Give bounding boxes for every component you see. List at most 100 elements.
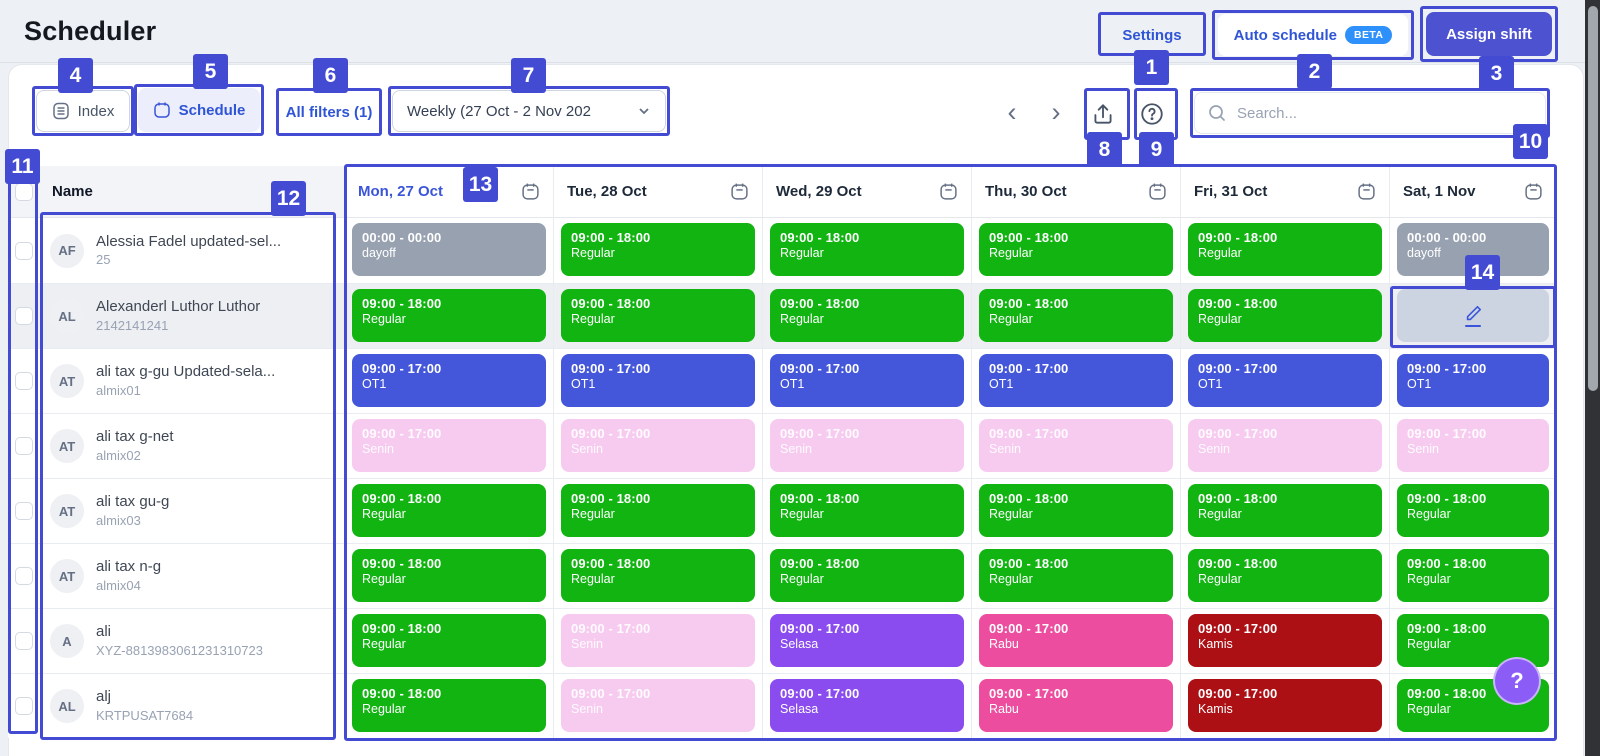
shift-pill[interactable]: 09:00 - 17:00 Kamis [1188,679,1382,732]
shift-pill[interactable]: 09:00 - 17:00 Senin [770,419,964,472]
edit-shift-pill[interactable] [1397,289,1549,342]
shift-pill[interactable]: 09:00 - 18:00 Regular [352,614,546,667]
help-button[interactable] [1139,94,1173,134]
shift-pill[interactable]: 09:00 - 17:00 Kamis [1188,614,1382,667]
all-filters-button[interactable]: All filters (1) [280,92,378,132]
shift-pill[interactable]: 09:00 - 17:00 OT1 [352,354,546,407]
shift-pill[interactable]: 00:00 - 00:00 dayoff [352,223,546,276]
shift-label: Regular [362,702,406,716]
shift-pill[interactable]: 09:00 - 18:00 Regular [352,289,546,342]
name-column-header: Name [40,166,344,218]
row-checkbox[interactable] [15,372,33,390]
shift-pill[interactable]: 09:00 - 18:00 Regular [770,289,964,342]
shift-pill[interactable]: 09:00 - 17:00 Senin [561,419,755,472]
shift-label: Kamis [1198,637,1233,651]
shift-pill[interactable]: 09:00 - 17:00 Rabu [979,679,1173,732]
row-checkbox[interactable] [15,241,33,260]
shift-pill[interactable]: 09:00 - 18:00 Regular [352,484,546,537]
shift-pill[interactable]: 09:00 - 17:00 OT1 [979,354,1173,407]
export-button[interactable] [1090,94,1126,134]
employee-cell[interactable]: AT ali tax g-gu Updated-sela... almix01 [40,348,344,413]
floating-help-button[interactable]: ? [1493,657,1541,705]
day-header[interactable]: Wed, 29 Oct [762,166,971,218]
shift-pill[interactable]: 09:00 - 18:00 Regular [352,679,546,732]
shift-cell: 09:00 - 17:00 OT1 [971,348,1180,413]
employee-cell[interactable]: AF Alessia Fadel updated-sel... 25 [40,218,344,283]
employee-cell[interactable]: AT ali tax gu-g almix03 [40,478,344,543]
calendar-icon [521,182,540,201]
scrollbar[interactable] [1588,6,1598,391]
index-tab[interactable]: Index [36,90,130,132]
shift-pill[interactable]: 09:00 - 17:00 Senin [1397,419,1549,472]
shift-pill[interactable]: 09:00 - 17:00 Rabu [979,614,1173,667]
employee-cell[interactable]: AL Alexanderl Luthor Luthor 2142141241 [40,283,344,348]
shift-pill[interactable]: 09:00 - 18:00 Regular [1397,484,1549,537]
shift-cell: 09:00 - 17:00 OT1 [1389,348,1556,413]
avatar: AT [50,494,84,528]
shift-pill[interactable]: 09:00 - 18:00 Regular [979,549,1173,602]
assign-shift-button[interactable]: Assign shift [1426,12,1552,56]
shift-pill[interactable]: 09:00 - 18:00 Regular [561,484,755,537]
schedule-tab[interactable]: Schedule [138,88,260,132]
shift-pill[interactable]: 09:00 - 18:00 Regular [561,223,755,276]
day-header[interactable]: Sat, 1 Nov [1389,166,1556,218]
shift-pill[interactable]: 09:00 - 17:00 Selasa [770,679,964,732]
row-checkbox[interactable] [15,307,33,325]
day-header-label: Fri, 31 Oct [1194,183,1268,200]
employee-cell[interactable]: AL alj KRTPUSAT7684 [40,673,344,738]
shift-pill[interactable]: 09:00 - 17:00 Senin [561,614,755,667]
shift-label: OT1 [780,377,805,391]
shift-label: Senin [571,637,603,651]
shift-pill[interactable]: 09:00 - 18:00 Regular [1188,289,1382,342]
shift-pill[interactable]: 09:00 - 18:00 Regular [979,289,1173,342]
shift-label: Senin [571,442,603,456]
shift-pill[interactable]: 09:00 - 17:00 OT1 [1188,354,1382,407]
row-checkbox[interactable] [15,502,33,520]
day-header[interactable]: Mon, 27 Oct [344,166,553,218]
next-week-button[interactable]: › [1042,96,1070,128]
search-input[interactable] [1237,104,1533,122]
employee-cell[interactable]: AT ali tax g-net almix02 [40,413,344,478]
prev-week-button[interactable]: ‹ [998,96,1026,128]
auto-schedule-button[interactable]: Auto schedule BETA [1218,14,1408,56]
settings-button[interactable]: Settings [1100,16,1204,54]
shift-pill[interactable]: 09:00 - 18:00 Regular [352,549,546,602]
shift-pill[interactable]: 09:00 - 17:00 OT1 [770,354,964,407]
shift-pill[interactable]: 09:00 - 17:00 Selasa [770,614,964,667]
shift-pill[interactable]: 09:00 - 17:00 Senin [979,419,1173,472]
shift-pill[interactable]: 09:00 - 18:00 Regular [1188,549,1382,602]
shift-pill[interactable]: 09:00 - 18:00 Regular [979,223,1173,276]
shift-pill[interactable]: 09:00 - 18:00 Regular [561,549,755,602]
shift-time: 09:00 - 17:00 [989,686,1069,701]
avatar: AT [50,559,84,593]
shift-pill[interactable]: 00:00 - 00:00 dayoff [1397,223,1549,276]
shift-pill[interactable]: 09:00 - 17:00 Senin [1188,419,1382,472]
row-checkbox[interactable] [15,567,33,585]
shift-pill[interactable]: 09:00 - 18:00 Regular [979,484,1173,537]
shift-pill[interactable]: 09:00 - 18:00 Regular [1397,549,1549,602]
shift-pill[interactable]: 09:00 - 18:00 Regular [561,289,755,342]
day-header[interactable]: Fri, 31 Oct [1180,166,1389,218]
employee-id: 25 [96,252,111,268]
row-checkbox[interactable] [15,632,33,650]
shift-time: 09:00 - 18:00 [1198,230,1278,245]
shift-pill[interactable]: 09:00 - 17:00 OT1 [1397,354,1549,407]
employee-cell[interactable]: AT ali tax n-g almix04 [40,543,344,608]
row-checkbox[interactable] [15,697,33,715]
shift-pill[interactable]: 09:00 - 17:00 Senin [561,679,755,732]
select-all-checkbox[interactable] [15,182,33,201]
row-checkbox[interactable] [15,437,33,455]
shift-pill[interactable]: 09:00 - 18:00 Regular [1188,484,1382,537]
shift-pill[interactable]: 09:00 - 17:00 Senin [352,419,546,472]
shift-pill[interactable]: 09:00 - 18:00 Regular [770,484,964,537]
shift-pill[interactable]: 09:00 - 17:00 OT1 [561,354,755,407]
shift-pill[interactable]: 09:00 - 18:00 Regular [1188,223,1382,276]
shift-pill[interactable]: 09:00 - 18:00 Regular [770,549,964,602]
day-header[interactable]: Tue, 28 Oct [553,166,762,218]
shift-pill[interactable]: 09:00 - 18:00 Regular [770,223,964,276]
shift-label: Regular [362,312,406,326]
day-header[interactable]: Thu, 30 Oct [971,166,1180,218]
period-dropdown[interactable]: Weekly (27 Oct - 2 Nov 202 [392,90,666,132]
shift-cell: 09:00 - 17:00 OT1 [762,348,971,413]
